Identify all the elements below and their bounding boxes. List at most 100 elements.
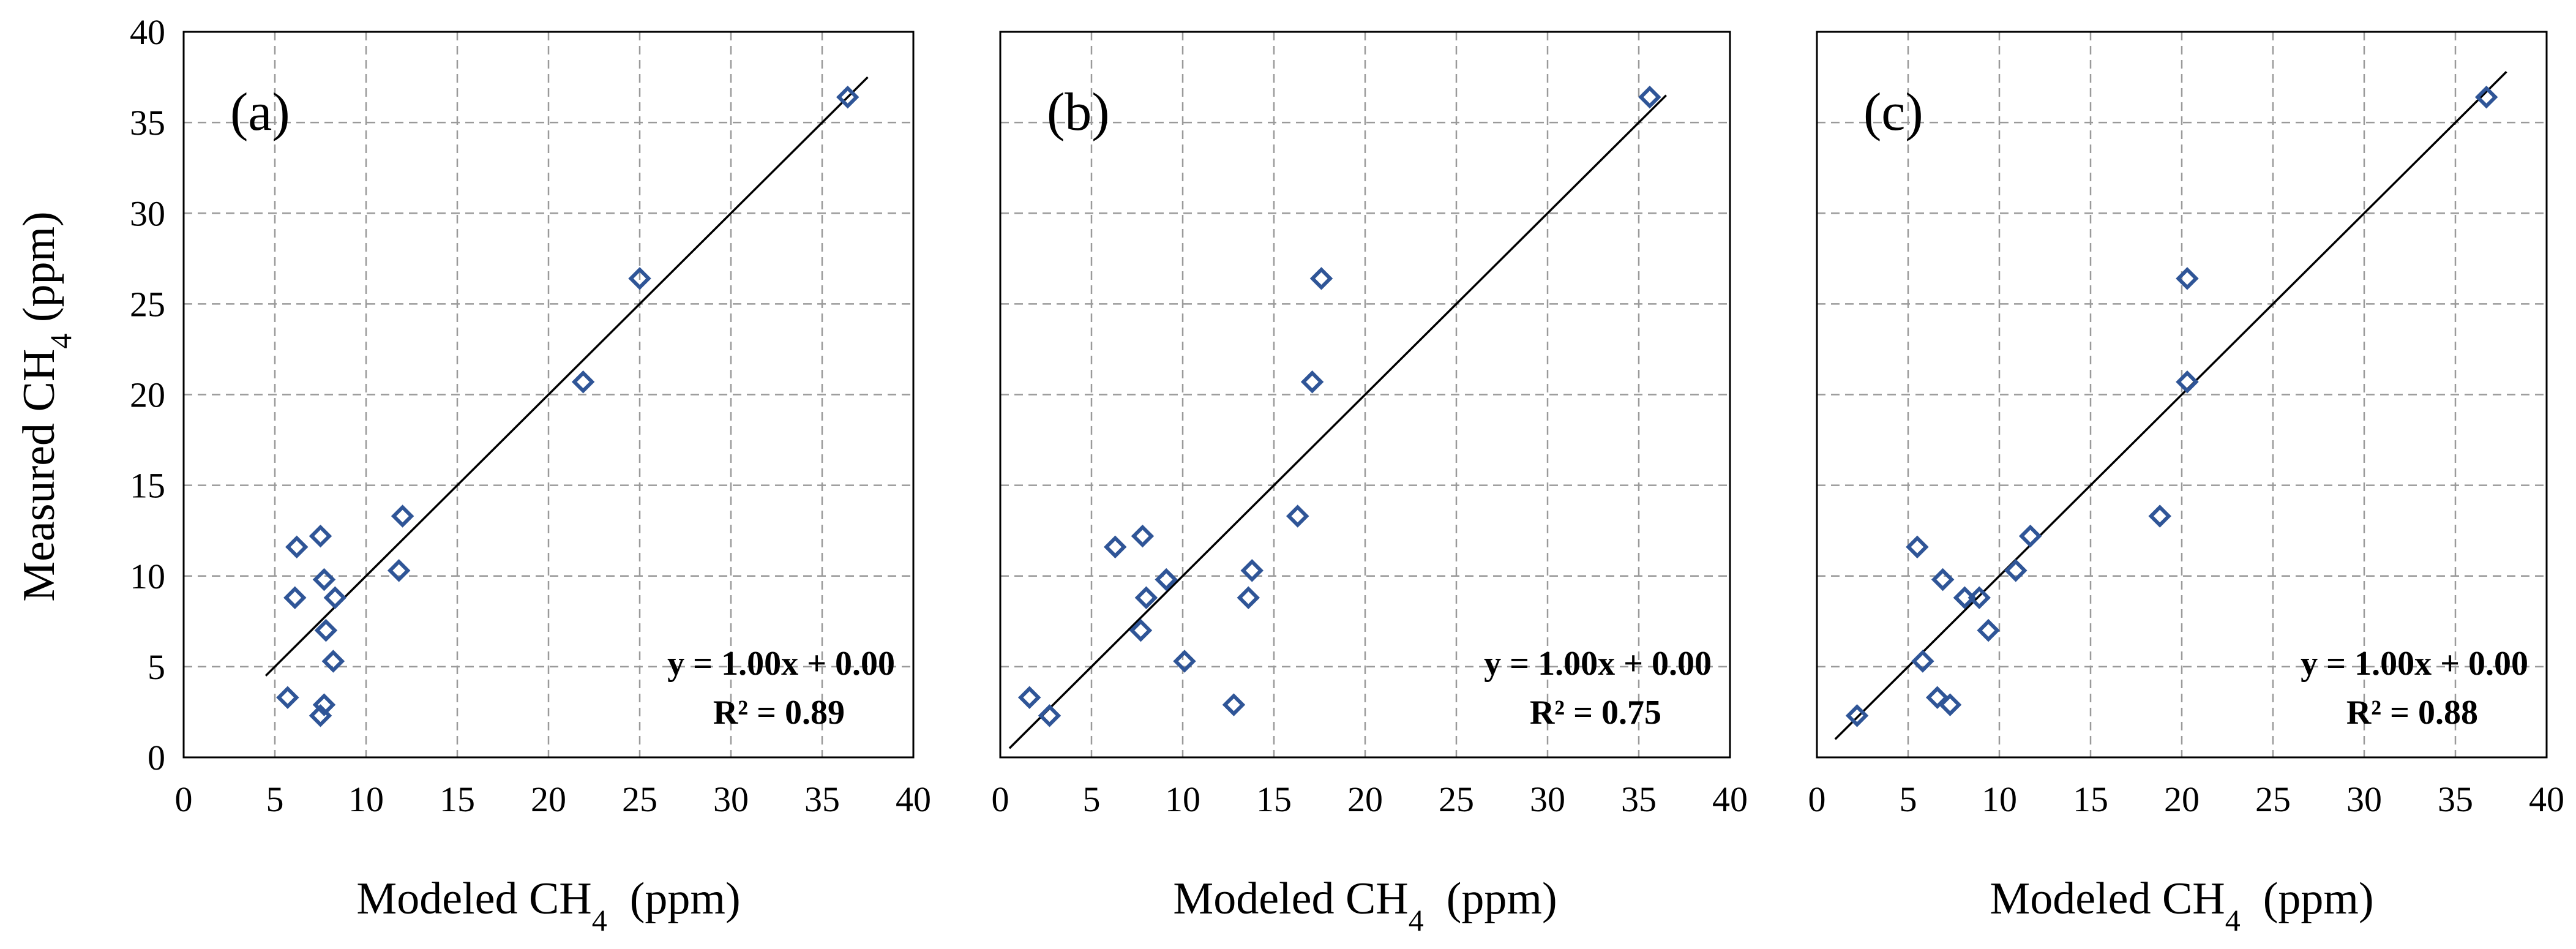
data-point [309, 524, 332, 548]
panel-label: (b) [1047, 83, 1110, 142]
data-point [321, 650, 345, 673]
x-tick-label: 40 [896, 779, 931, 819]
x-tick-label: 35 [2438, 779, 2473, 819]
data-point [1155, 568, 1178, 591]
trend-line [264, 76, 869, 677]
panel-2: 0 5 10 15 20 25 30 35 40 (c) y = 1.00x + 0.00 R² = … [1808, 31, 2564, 937]
data-point [312, 568, 336, 591]
x-tick-label: 35 [1621, 779, 1657, 819]
data-point [285, 535, 309, 559]
data-point [2004, 559, 2027, 582]
x-tick-label: 20 [1347, 779, 1383, 819]
x-tick-label: 10 [1165, 779, 1200, 819]
trend-equation: y = 1.00x + 0.00 [667, 645, 895, 683]
data-point [312, 693, 336, 716]
gridlines [1000, 32, 1730, 757]
data-point [628, 267, 651, 290]
data-point [1931, 568, 1955, 591]
x-tick-label: 15 [2073, 779, 2108, 819]
data-point [2176, 267, 2199, 290]
r-squared-label: R² = 0.75 [1530, 694, 1661, 732]
data-point [1968, 586, 1991, 610]
data-point [1129, 618, 1153, 642]
y-axis-title: Measured CH4 (ppm) [14, 211, 78, 601]
x-tick-label: 10 [348, 779, 384, 819]
x-tick-label: 0 [1808, 779, 1826, 819]
x-tick-label: 15 [1256, 779, 1292, 819]
plot-frame [999, 31, 1731, 759]
data-point [1103, 535, 1127, 559]
data-point [1845, 704, 1869, 727]
x-axis-title: Modeled CH4 (ppm) [1173, 874, 1557, 937]
panel-1: 0 5 10 15 20 25 30 35 40 (b) y = 1.00x + 0.00 R² = … [992, 31, 1748, 937]
x-tick-label: 25 [622, 779, 657, 819]
trend-equation: y = 1.00x + 0.00 [1484, 645, 1712, 683]
trend-line [1008, 94, 1667, 749]
data-point [2176, 370, 2199, 394]
x-tick-label: 5 [1900, 779, 1917, 819]
x-tick-label: 35 [804, 779, 840, 819]
trend-equation: y = 1.00x + 0.00 [2301, 645, 2528, 683]
y-tick-label: 30 [130, 193, 165, 233]
data-point [1222, 693, 1246, 716]
plot-frame [182, 31, 915, 759]
r-squared-label: R² = 0.89 [713, 694, 845, 732]
gridlines [184, 32, 913, 757]
data-point [1977, 618, 2000, 642]
data-point [391, 505, 414, 528]
x-tick-label: 30 [2346, 779, 2382, 819]
y-tick-label: 10 [130, 557, 165, 596]
x-tick-label: 0 [175, 779, 193, 819]
data-point [1038, 704, 1061, 727]
trend-line [1834, 70, 2507, 740]
panel-label: (a) [230, 83, 290, 142]
data-point [1911, 650, 1934, 673]
x-tick-label: 5 [1083, 779, 1101, 819]
x-tick-label: 30 [1530, 779, 1565, 819]
y-tick-label: 40 [130, 12, 165, 52]
x-tick-label: 20 [531, 779, 566, 819]
y-tick-label: 0 [148, 738, 165, 778]
data-point [1953, 586, 1977, 610]
x-tick-label: 10 [1982, 779, 2017, 819]
data-point [1309, 267, 1333, 290]
x-tick-label: 40 [1712, 779, 1748, 819]
data-point [1300, 370, 1324, 394]
data-point [2474, 85, 2498, 109]
data-point [1240, 559, 1264, 582]
data-point [2148, 505, 2171, 528]
x-tick-label: 25 [1439, 779, 1474, 819]
data-point [2018, 524, 2042, 548]
x-axis-title: Modeled CH4 (ppm) [1990, 874, 2373, 937]
x-tick-label: 20 [2164, 779, 2200, 819]
y-tick-label: 20 [130, 375, 165, 415]
data-point [1286, 505, 1309, 528]
data-point [1638, 85, 1661, 109]
x-tick-label: 0 [992, 779, 1009, 819]
data-point [1134, 586, 1158, 610]
data-point [1173, 650, 1196, 673]
x-tick-label: 15 [440, 779, 475, 819]
data-point [314, 618, 338, 642]
x-tick-label: 30 [713, 779, 749, 819]
data-point [1237, 586, 1260, 610]
y-tick-label: 35 [130, 103, 165, 143]
data-point [836, 85, 859, 109]
data-point [1906, 535, 1929, 559]
data-point [387, 559, 411, 582]
data-point [1017, 686, 1041, 709]
data-point [276, 686, 299, 709]
panel-label: (c) [1863, 83, 1923, 142]
data-point [1925, 686, 1949, 709]
y-tick-label: 5 [148, 647, 165, 687]
x-tick-label: 25 [2255, 779, 2291, 819]
r-squared-label: R² = 0.88 [2346, 694, 2478, 732]
x-axis-title: Modeled CH4 (ppm) [356, 874, 740, 937]
x-tick-label: 40 [2529, 779, 2564, 819]
data-point [1131, 524, 1155, 548]
data-point [283, 586, 307, 610]
y-tick-label: 15 [130, 466, 165, 506]
data-point [571, 370, 595, 394]
x-tick-label: 5 [266, 779, 284, 819]
